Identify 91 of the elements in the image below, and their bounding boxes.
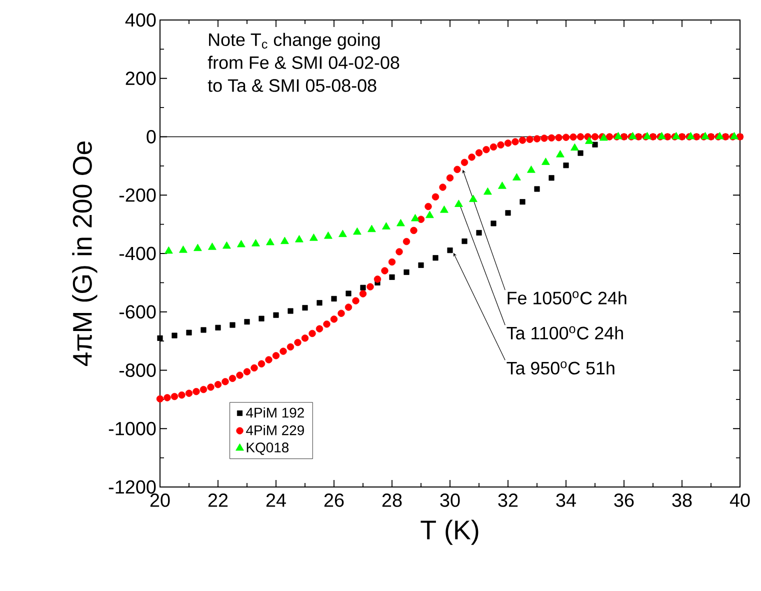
point xyxy=(570,143,579,151)
point xyxy=(360,284,366,290)
point xyxy=(280,236,289,244)
point xyxy=(258,316,264,322)
y-tick-label: -200 xyxy=(119,188,156,202)
y-tick-label: -1200 xyxy=(108,480,156,494)
point xyxy=(382,222,390,230)
point xyxy=(563,162,569,168)
y-tick-label: 200 xyxy=(126,72,156,86)
legend-label: 4PiM 192 xyxy=(246,407,304,418)
x-tick-label: 20 xyxy=(150,494,170,507)
x-tick-label: 30 xyxy=(440,494,460,507)
point xyxy=(237,240,246,248)
x-tick-label: 40 xyxy=(730,494,750,507)
point xyxy=(389,274,395,280)
point xyxy=(302,304,308,311)
point xyxy=(324,231,332,239)
x-tick-label: 38 xyxy=(672,494,692,507)
point xyxy=(288,308,294,314)
point xyxy=(338,230,347,238)
point xyxy=(447,247,453,254)
point xyxy=(556,150,564,158)
point xyxy=(194,244,202,252)
point xyxy=(411,214,420,222)
point xyxy=(527,166,536,173)
point xyxy=(462,238,468,244)
x-axis-title: T (K) xyxy=(420,520,478,545)
annotation: Fe 1050$^{o}$C 24h xyxy=(508,291,626,304)
point xyxy=(215,324,221,330)
point xyxy=(273,312,279,318)
y-tick-label: 0 xyxy=(146,130,156,144)
point xyxy=(157,335,163,341)
annotation: Ta 1100$^{o}$C 24h xyxy=(506,326,623,340)
point xyxy=(476,230,482,236)
point xyxy=(578,150,584,156)
x-tick-label: 28 xyxy=(382,494,402,507)
x-tick-label: 26 xyxy=(324,494,344,507)
point xyxy=(454,200,463,207)
point xyxy=(368,224,376,232)
point xyxy=(164,246,173,254)
y-tick-label: -400 xyxy=(119,246,156,260)
y-tick-label: -1000 xyxy=(108,422,156,436)
point xyxy=(316,300,322,306)
point xyxy=(295,234,304,242)
point xyxy=(469,194,478,202)
point xyxy=(353,227,362,235)
point xyxy=(252,239,260,246)
x-tick-label: 24 xyxy=(266,494,286,507)
y-tick-label: 400 xyxy=(125,13,156,27)
point xyxy=(542,158,550,165)
annotation: from Fe & SMI 04-02-08 xyxy=(208,56,400,69)
point xyxy=(396,218,405,226)
y-tick-label: -800 xyxy=(119,364,156,377)
annotation: to Ta & SMI 05-08-08 xyxy=(208,79,376,92)
point xyxy=(484,187,492,195)
point xyxy=(505,210,511,216)
annotation: Ta 950$^{o}$C 51h xyxy=(506,361,614,374)
point xyxy=(331,296,337,302)
point xyxy=(512,173,521,180)
legend-label: 4PiM 229 xyxy=(246,424,304,436)
x-tick-label: 32 xyxy=(498,494,518,507)
point xyxy=(426,210,434,218)
point xyxy=(548,175,554,181)
y-tick-label: -600 xyxy=(119,305,156,319)
annotation: Note T$_{c}$ change going xyxy=(209,32,380,50)
x-tick-label: 22 xyxy=(208,494,228,507)
point xyxy=(200,327,206,333)
point xyxy=(172,332,178,338)
point xyxy=(440,206,448,213)
point xyxy=(222,241,231,249)
point xyxy=(179,246,188,253)
point xyxy=(266,238,274,246)
point xyxy=(592,142,598,148)
point xyxy=(585,136,594,144)
point xyxy=(498,182,506,189)
point xyxy=(244,319,250,325)
point xyxy=(432,255,438,261)
point xyxy=(418,262,424,268)
point xyxy=(490,220,496,226)
point xyxy=(310,234,318,241)
point xyxy=(230,322,236,328)
legend-label: KQ018 xyxy=(246,442,289,455)
point xyxy=(186,330,192,336)
point xyxy=(208,242,216,250)
point xyxy=(534,186,540,192)
point xyxy=(346,290,352,296)
y-axis-title: 4πM (G) in 200 Oe xyxy=(72,142,98,366)
x-tick-label: 34 xyxy=(556,494,576,507)
point xyxy=(404,269,410,275)
point xyxy=(520,199,526,205)
x-tick-label: 36 xyxy=(614,494,634,507)
